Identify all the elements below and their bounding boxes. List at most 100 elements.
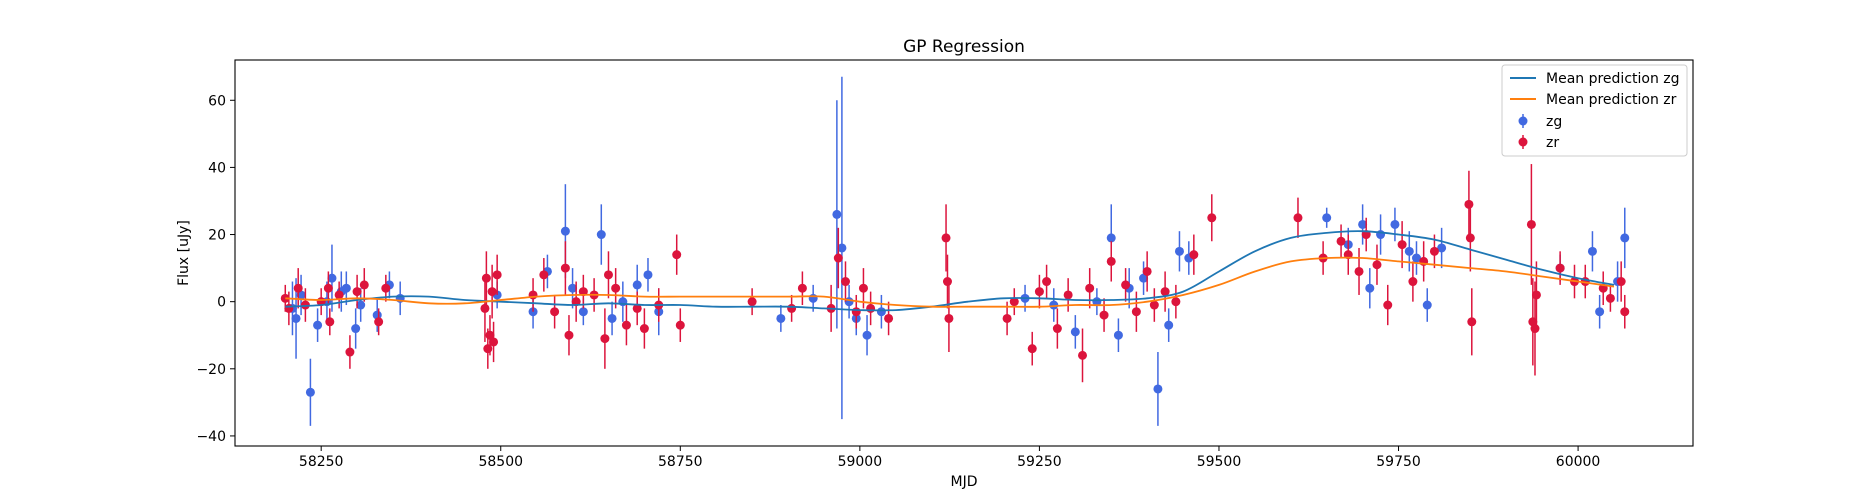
zg-data-point [837, 243, 847, 253]
zg-data-point [1620, 233, 1630, 243]
zr-data-point [1531, 290, 1541, 300]
x-tick-label: 58750 [658, 454, 703, 470]
zr-data-point [1465, 233, 1475, 243]
zr-data-point [747, 297, 757, 307]
zr-data-point [1142, 266, 1152, 276]
plot-series [280, 76, 1630, 426]
zg-data-point [1365, 283, 1375, 293]
zr-data-point [1078, 350, 1088, 360]
zr-data-point [1009, 297, 1019, 307]
zr-data-point [1530, 324, 1540, 334]
zr-data-point [480, 303, 490, 313]
zr-data-point [1336, 236, 1346, 246]
zr-data-point [840, 277, 850, 287]
y-tick-label: −20 [196, 362, 226, 378]
zr-data-point [485, 330, 495, 340]
zg-data-point [1106, 233, 1116, 243]
zr-data-point [1354, 266, 1364, 276]
x-tick-label: 59750 [1376, 454, 1421, 470]
zg-data-point [356, 300, 366, 310]
zr-data-point [528, 290, 538, 300]
zr-data-point [866, 303, 876, 313]
zr-data-point [300, 300, 310, 310]
zr-data-point [1099, 310, 1109, 320]
x-tick-label: 58500 [478, 454, 523, 470]
zr-data-point [487, 287, 497, 297]
x-tick-label: 59500 [1197, 454, 1242, 470]
x-axis-label: MJD [951, 474, 978, 490]
zr-data-point [560, 263, 570, 273]
zr-data-point [284, 303, 294, 313]
zg-data-point [1164, 320, 1174, 330]
zr-data-point [600, 334, 610, 344]
legend-marker-zr [1518, 137, 1528, 147]
zg-data-point [1049, 300, 1059, 310]
zr-data-point [1160, 287, 1170, 297]
zg-data-point [1358, 219, 1368, 229]
zg-data-point [1174, 246, 1184, 256]
zg-data-point [1153, 384, 1163, 394]
zr-data-point [621, 320, 631, 330]
zr-data-point [571, 297, 581, 307]
zr-data-point [941, 233, 951, 243]
zg-data-point [1322, 213, 1332, 223]
zr-data-point [833, 253, 843, 263]
y-axis-label: Flux [uJy] [176, 220, 192, 286]
zr-data-point [632, 303, 642, 313]
zr-data-point [539, 270, 549, 280]
zr-data-point [942, 277, 952, 287]
zr-data-point [1464, 199, 1474, 209]
legend-label-zr-line: Mean prediction zr [1546, 92, 1677, 108]
zr-data-point [1429, 246, 1439, 256]
zr-data-point [359, 280, 369, 290]
zr-data-point [578, 287, 588, 297]
zr-data-point [675, 320, 685, 330]
zr-data-point [550, 307, 560, 317]
zr-data-point [1526, 219, 1536, 229]
x-tick-label: 59250 [1017, 454, 1062, 470]
zr-data-point [492, 270, 502, 280]
zg-data-point [1390, 219, 1400, 229]
zg-data-point [832, 209, 842, 219]
zr-data-point [1002, 313, 1012, 323]
y-tick-label: 20 [208, 228, 226, 244]
y-tick-label: 40 [208, 160, 226, 176]
y-axis-ticks: −40 −20 0 20 40 60 [196, 93, 235, 445]
zr-data-point [323, 283, 333, 293]
zg-data-point [568, 283, 578, 293]
x-axis-ticks: 58250 58500 58750 59000 59250 59500 59750 60000 [299, 446, 1600, 470]
zg-data-point [305, 387, 315, 397]
zr-data-point [1397, 240, 1407, 250]
zr-data-point [1383, 300, 1393, 310]
y-tick-label: 60 [208, 93, 226, 109]
zr-data-point [884, 313, 894, 323]
x-tick-label: 58250 [299, 454, 344, 470]
zg-data-point [1437, 243, 1447, 253]
zr-data-point [1052, 324, 1062, 334]
zg-data-point [1070, 327, 1080, 337]
zg-data-point [862, 330, 872, 340]
zr-data-point [851, 307, 861, 317]
zr-data-point [374, 317, 384, 327]
zr-data-point [1555, 263, 1565, 273]
zr-data-point [672, 250, 682, 260]
zg-data-point [560, 226, 570, 236]
zr-data-point [1372, 260, 1382, 270]
legend-label-zg: zg [1546, 114, 1562, 130]
zg-data-point [1587, 246, 1597, 256]
x-tick-label: 59000 [838, 454, 883, 470]
zg-data-point [313, 320, 323, 330]
chart-title: GP Regression [903, 37, 1025, 57]
zr-data-point [325, 317, 335, 327]
series-line-mean-prediction-zr [285, 256, 1615, 308]
zg-data-point [876, 307, 886, 317]
y-tick-label: 0 [217, 295, 226, 311]
zr-data-point [1189, 250, 1199, 260]
zg-data-point [643, 270, 653, 280]
zr-data-point [293, 283, 303, 293]
zr-data-point [1207, 213, 1217, 223]
zg-data-point [632, 280, 642, 290]
zg-data-point [1595, 307, 1605, 317]
zg-data-point [1139, 273, 1149, 283]
